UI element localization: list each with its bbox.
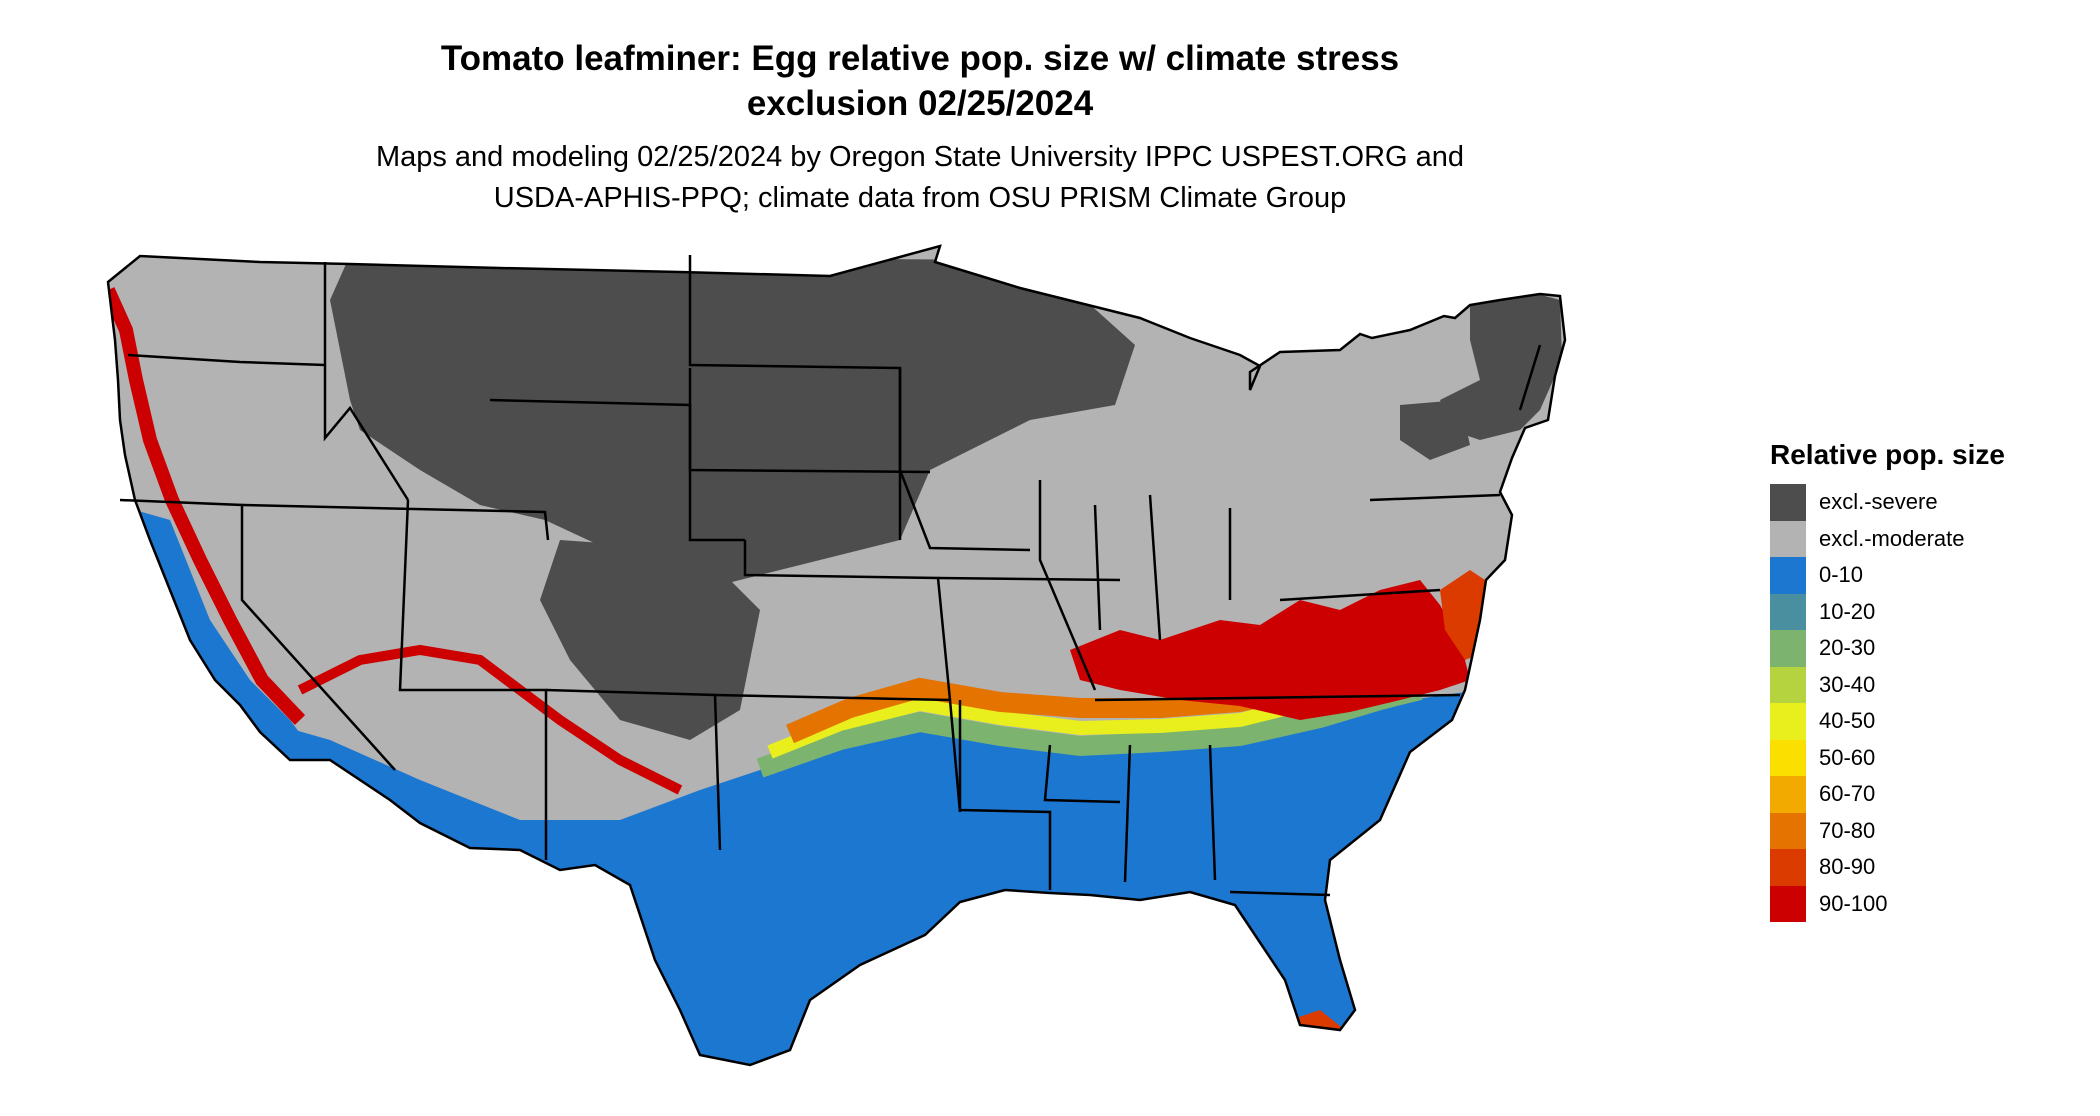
legend-swatch (1770, 593, 1806, 630)
state-border-west-6 (489, 398, 745, 542)
legend: Relative pop. size excl.-severe excl.-mod… (1770, 438, 2070, 922)
state-border-west-5 (398, 499, 548, 860)
state-border-west-4 (241, 503, 550, 541)
legend-item: 10-20 (1770, 593, 2070, 630)
state-border-plains-4 (714, 693, 962, 813)
state-border-south-1 (958, 700, 1052, 890)
legend-item: excl.-severe (1770, 484, 2070, 521)
legend-label: 90-100 (1819, 890, 1888, 916)
title-line-2: exclusion 02/25/2024 (746, 84, 1094, 123)
state-border-midwest-1 (898, 368, 1031, 552)
exclusion-severe-colorado-utah (540, 540, 760, 740)
state-border-south-5 (1094, 693, 1461, 702)
subtitle-line-1: Maps and modeling 02/25/2024 by Oregon S… (375, 141, 1465, 173)
legend-title: Relative pop. size (1770, 439, 2005, 470)
legend-label: 0-10 (1819, 562, 1864, 588)
state-border-west-2 (119, 498, 396, 771)
southwest-hot-band (297, 644, 683, 795)
exclusion-severe-upstate-ny (1400, 400, 1470, 460)
legend-label: 80-90 (1819, 854, 1876, 880)
legend-swatch (1770, 630, 1806, 667)
legend-label: 70-80 (1819, 817, 1876, 843)
state-border-east-3 (1518, 344, 1542, 411)
state-boundaries (119, 255, 1542, 897)
state-border-west-1 (127, 353, 326, 367)
state-border-south-3 (1123, 744, 1132, 883)
state-border-west-3 (323, 262, 410, 501)
legend-swatch (1770, 776, 1806, 813)
state-border-south-4 (1208, 744, 1217, 881)
legend-label: 20-30 (1819, 635, 1876, 661)
legend-item: 90-100 (1770, 885, 2070, 922)
state-border-midwest-2 (937, 576, 1121, 582)
map-fill-layers (108, 246, 1565, 1065)
legend-swatch (1770, 849, 1806, 886)
state-border-east-2 (1369, 493, 1501, 502)
legend-swatch (1770, 885, 1806, 922)
state-border-midwest-3 (1038, 480, 1097, 691)
legend-item: excl.-moderate (1770, 520, 2070, 557)
subtitle-line-2: USDA-APHIS-PPQ; climate data from OSU PR… (493, 182, 1347, 214)
legend-swatch (1770, 666, 1806, 703)
legend-swatch (1770, 484, 1806, 521)
legend-item: 50-60 (1770, 739, 2070, 776)
legend-label: 10-20 (1819, 598, 1876, 624)
exclusion-severe-northeast (1440, 292, 1562, 440)
legend-label: 40-50 (1819, 708, 1876, 734)
title-line-1: Tomato leafminer: Egg relative pop. size… (440, 39, 1400, 78)
legend-item: 80-90 (1770, 849, 2070, 886)
legend-item: 60-70 (1770, 776, 2070, 813)
legend-item: 30-40 (1770, 666, 2070, 703)
legend-label: excl.-severe (1819, 489, 1938, 515)
legend-items: excl.-severe excl.-moderate 0-10 10-20 20-30… (1770, 484, 2070, 922)
us-outline (106, 244, 1567, 1067)
us-population-map (106, 244, 1567, 1067)
legend-swatch (1770, 812, 1806, 849)
legend-item: 20-30 (1770, 630, 2070, 667)
legend-label: 50-60 (1819, 744, 1876, 770)
legend-swatch (1770, 703, 1806, 740)
legend-item: 70-80 (1770, 812, 2070, 849)
hot-spot-kentucky-virginia (1070, 580, 1470, 720)
legend-swatch (1770, 557, 1806, 594)
legend-item: 0-10 (1770, 557, 2070, 594)
state-border-east-1 (1279, 588, 1441, 602)
state-border-midwest-5 (1148, 494, 1162, 641)
legend-label: 30-40 (1819, 671, 1876, 697)
west-coast-hot-band (108, 287, 306, 725)
state-border-midwest-4 (1093, 504, 1102, 631)
state-border-plains-3 (743, 540, 952, 701)
state-border-plains-2 (688, 368, 931, 474)
state-border-south-6 (1229, 890, 1331, 897)
legend-swatch (1770, 520, 1806, 557)
legend-label: excl.-moderate (1819, 525, 1965, 551)
legend-item: 40-50 (1770, 703, 2070, 740)
state-border-south-2 (1043, 744, 1121, 804)
exclusion-severe-northern-plains (330, 255, 1135, 590)
map-title: Tomato leafminer: Egg relative pop. size… (0, 36, 1840, 126)
map-subtitle: Maps and modeling 02/25/2024 by Oregon S… (0, 137, 1840, 219)
legend-label: 60-70 (1819, 781, 1876, 807)
legend-swatch (1770, 739, 1806, 776)
